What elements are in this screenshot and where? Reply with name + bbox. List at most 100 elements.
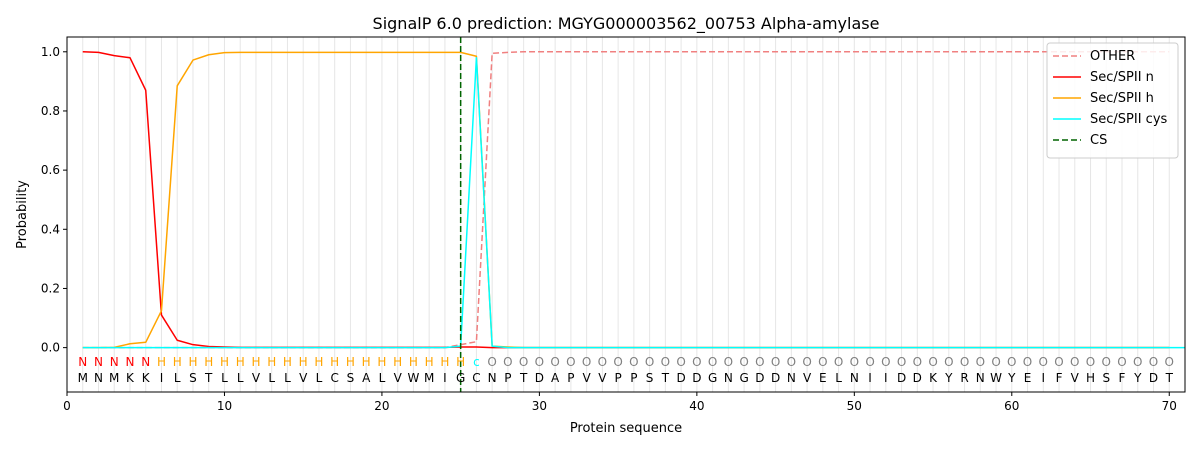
residue-label: D bbox=[771, 371, 780, 385]
region-label: O bbox=[771, 355, 780, 369]
region-label: O bbox=[566, 355, 575, 369]
region-label: O bbox=[1149, 355, 1158, 369]
region-label: O bbox=[1039, 355, 1048, 369]
residue-label: L bbox=[316, 371, 323, 385]
region-label: H bbox=[425, 355, 434, 369]
chart-title: SignalP 6.0 prediction: MGYG000003562_00… bbox=[373, 14, 880, 34]
residue-label: G bbox=[456, 371, 465, 385]
residue-label: M bbox=[78, 371, 88, 385]
x-tick-label: 60 bbox=[1004, 399, 1019, 413]
region-label: O bbox=[802, 355, 811, 369]
region-label: O bbox=[503, 355, 512, 369]
residue-label: F bbox=[1056, 371, 1063, 385]
region-label: H bbox=[173, 355, 182, 369]
residue-label: V bbox=[252, 371, 261, 385]
residue-label: T bbox=[1165, 371, 1174, 385]
region-label: N bbox=[94, 355, 103, 369]
region-label: O bbox=[928, 355, 937, 369]
residue-label: Y bbox=[1133, 371, 1142, 385]
residue-label: H bbox=[1086, 371, 1095, 385]
residue-label: N bbox=[976, 371, 985, 385]
residue-label: V bbox=[583, 371, 592, 385]
axis-layer: 0 10 20 30 40 50 60 70 0.0 0.2 0.4 0.6 0.8 1.0 bbox=[41, 45, 1177, 413]
sequence-layer: NMNNNMNKNKHIHLHSHTHLHLHVHLHLHVHLHCHSHAHL… bbox=[78, 355, 1174, 385]
region-label: O bbox=[613, 355, 622, 369]
residue-label: P bbox=[567, 371, 574, 385]
x-tick-label: 50 bbox=[847, 399, 862, 413]
region-label: O bbox=[661, 355, 670, 369]
y-tick-label: 0.4 bbox=[41, 222, 60, 236]
legend: OTHER Sec/SPII n Sec/SPII h Sec/SPII cys CS bbox=[1046, 42, 1179, 159]
series-layer bbox=[82, 37, 1185, 392]
series-line-sec-spii-cys bbox=[82, 56, 1185, 349]
legend-label: Sec/SPII h bbox=[1090, 91, 1154, 106]
legend-frame bbox=[1046, 42, 1179, 159]
legend-label: Sec/SPII n bbox=[1090, 70, 1154, 85]
residue-label: I bbox=[1042, 371, 1046, 385]
residue-label: V bbox=[598, 371, 607, 385]
region-label: O bbox=[850, 355, 859, 369]
region-label: O bbox=[708, 355, 717, 369]
region-label: O bbox=[960, 355, 969, 369]
residue-label: W bbox=[407, 371, 419, 385]
region-label: H bbox=[157, 355, 166, 369]
y-tick-label: 0.2 bbox=[41, 281, 60, 295]
residue-label: N bbox=[850, 371, 859, 385]
residue-label: S bbox=[347, 371, 355, 385]
residue-label: L bbox=[221, 371, 228, 385]
legend-label: CS bbox=[1090, 133, 1107, 148]
region-label: O bbox=[1070, 355, 1079, 369]
residue-label: P bbox=[504, 371, 511, 385]
residue-label: K bbox=[126, 371, 135, 385]
residue-label: D bbox=[1149, 371, 1158, 385]
region-label: N bbox=[110, 355, 119, 369]
region-label: O bbox=[913, 355, 922, 369]
residue-label: I bbox=[160, 371, 164, 385]
region-label: O bbox=[1054, 355, 1063, 369]
residue-label: S bbox=[646, 371, 654, 385]
residue-label: V bbox=[299, 371, 308, 385]
residue-label: F bbox=[1119, 371, 1126, 385]
residue-label: N bbox=[94, 371, 103, 385]
residue-label: E bbox=[819, 371, 827, 385]
region-label: O bbox=[897, 355, 906, 369]
region-label: H bbox=[236, 355, 245, 369]
region-label: O bbox=[1117, 355, 1126, 369]
region-label: O bbox=[834, 355, 843, 369]
x-tick-label: 0 bbox=[63, 399, 71, 413]
region-label: O bbox=[1133, 355, 1142, 369]
residue-label: V bbox=[394, 371, 403, 385]
residue-label: V bbox=[803, 371, 812, 385]
residue-label: K bbox=[929, 371, 938, 385]
residue-label: M bbox=[109, 371, 119, 385]
residue-label: D bbox=[913, 371, 922, 385]
residue-label: L bbox=[268, 371, 275, 385]
region-label: H bbox=[346, 355, 355, 369]
x-tick-label: 30 bbox=[532, 399, 547, 413]
x-tick-label: 40 bbox=[689, 399, 704, 413]
residue-label: V bbox=[1071, 371, 1080, 385]
region-label: O bbox=[1086, 355, 1095, 369]
region-label: O bbox=[755, 355, 764, 369]
residue-label: Y bbox=[944, 371, 953, 385]
residue-label: T bbox=[519, 371, 528, 385]
residue-label: D bbox=[535, 371, 544, 385]
residue-label: A bbox=[551, 371, 560, 385]
region-label: O bbox=[976, 355, 985, 369]
residue-label: L bbox=[237, 371, 244, 385]
region-label: O bbox=[991, 355, 1000, 369]
region-label: O bbox=[1023, 355, 1032, 369]
region-label: O bbox=[550, 355, 559, 369]
x-tick-label: 70 bbox=[1162, 399, 1177, 413]
region-label: c bbox=[473, 355, 480, 369]
region-label: H bbox=[283, 355, 292, 369]
residue-label: P bbox=[630, 371, 637, 385]
plot-frame bbox=[66, 36, 1186, 393]
residue-label: I bbox=[443, 371, 447, 385]
region-label: O bbox=[519, 355, 528, 369]
x-tick-label: 20 bbox=[374, 399, 389, 413]
region-label: H bbox=[330, 355, 339, 369]
region-label: H bbox=[377, 355, 386, 369]
residue-label: M bbox=[424, 371, 434, 385]
